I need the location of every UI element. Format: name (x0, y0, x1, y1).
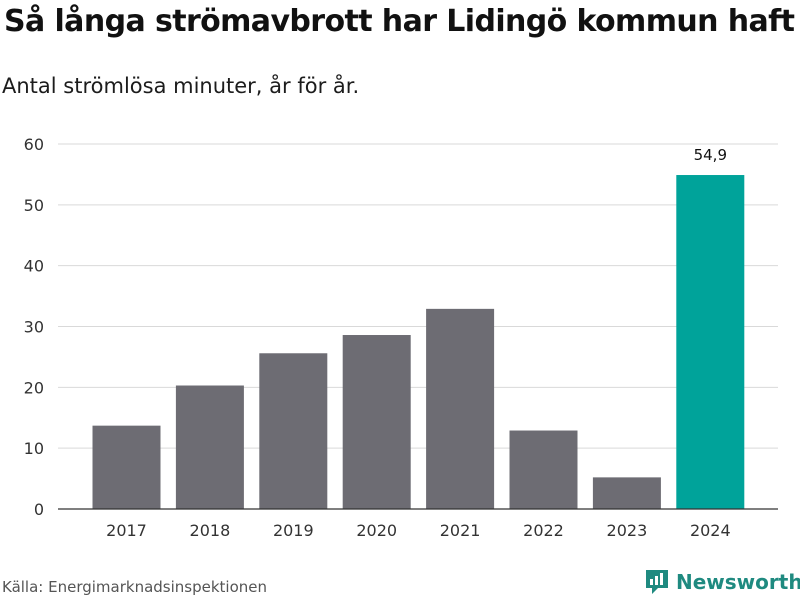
y-tick-label: 0 (34, 500, 44, 519)
bar-2018 (175, 385, 244, 509)
x-tick-label: 2023 (607, 521, 648, 540)
newsworthy-logo-icon (646, 570, 668, 594)
chart-subtitle: Antal strömlösa minuter, år för år. (2, 74, 360, 98)
data-label: 54,9 (694, 146, 727, 164)
y-tick-label: 20 (24, 378, 44, 397)
x-tick-label: 2024 (690, 521, 731, 540)
x-tick-label: 2021 (440, 521, 481, 540)
bar-2021 (426, 308, 495, 509)
source-note: Källa: Energimarknadsinspektionen (2, 578, 268, 596)
bar-2022 (509, 430, 578, 509)
y-tick-label: 50 (24, 196, 44, 215)
x-tick-label: 2019 (273, 521, 314, 540)
brand-logo[interactable]: Newsworthy (644, 568, 800, 596)
x-tick-label: 2022 (523, 521, 564, 540)
y-tick-label: 60 (24, 135, 44, 154)
bar-2020 (342, 335, 411, 509)
brand-name: Newsworthy (676, 570, 800, 594)
bar-2023 (592, 477, 661, 509)
y-tick-label: 40 (24, 257, 44, 276)
x-tick-label: 2018 (190, 521, 231, 540)
y-tick-label: 30 (24, 318, 44, 337)
chart-title: Så långa strömavbrott har Lidingö kommun… (4, 4, 795, 39)
bar-2019 (259, 353, 328, 509)
x-tick-label: 2020 (356, 521, 397, 540)
bar-2024 (676, 175, 745, 509)
bar-2017 (92, 425, 161, 509)
y-tick-label: 10 (24, 439, 44, 458)
x-tick-label: 2017 (106, 521, 147, 540)
